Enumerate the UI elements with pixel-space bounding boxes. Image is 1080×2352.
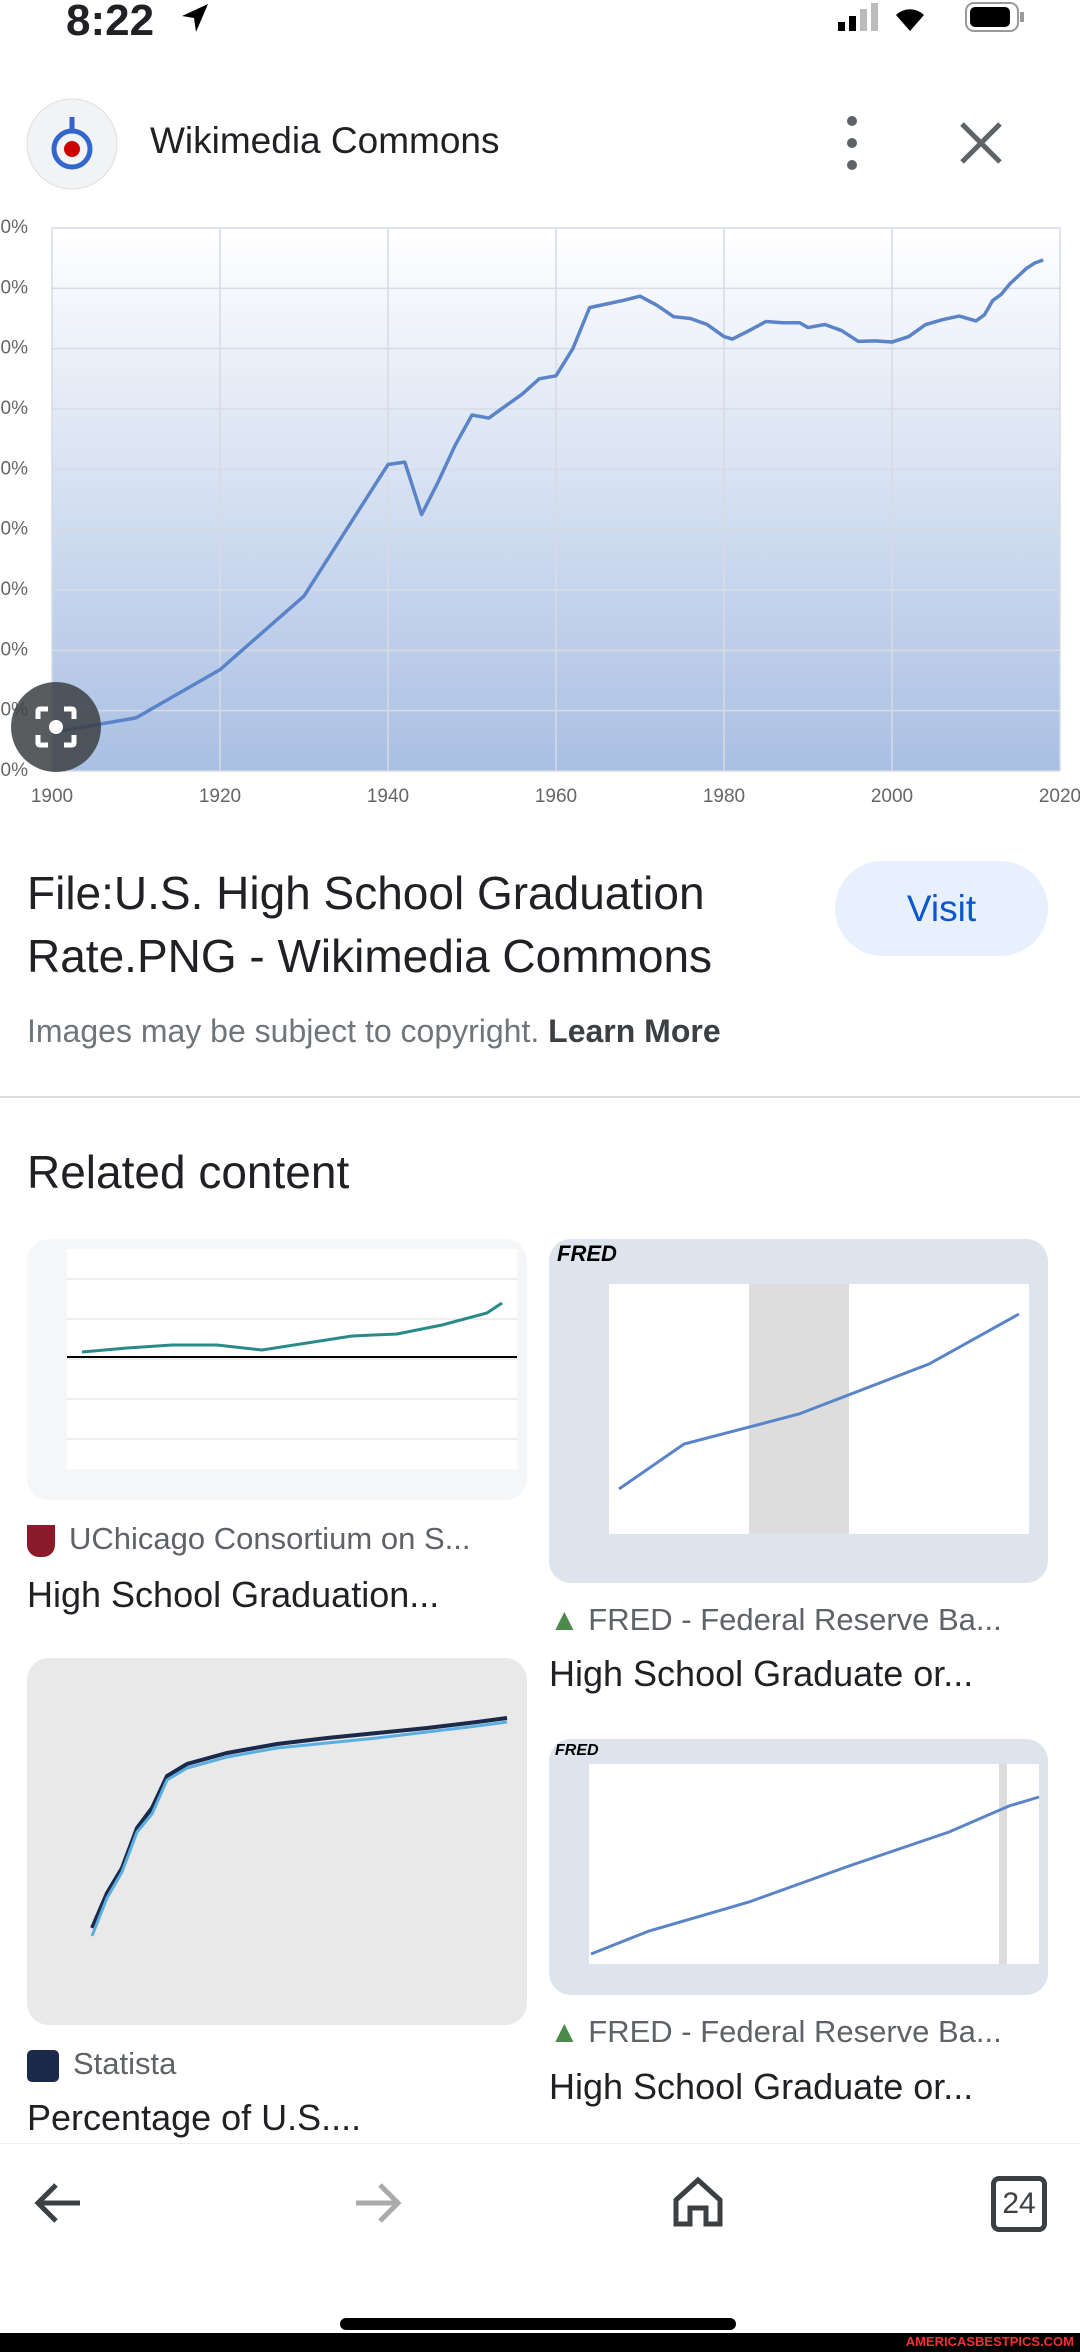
- svg-text:FRED: FRED: [555, 1742, 599, 1759]
- source-text: FRED - Federal Reserve Ba...: [588, 1602, 1002, 1637]
- source-name: Wikimedia Commons: [150, 120, 500, 161]
- y-tick-label: 80%: [0, 277, 28, 298]
- location-icon: [182, 4, 208, 32]
- card-title[interactable]: High School Graduate or...: [549, 2066, 974, 2107]
- result-title: File:U.S. High School Graduation Rate.PN…: [27, 867, 713, 982]
- learn-more-link[interactable]: Learn More: [548, 1013, 721, 1049]
- card-source: ▲ FRED - Federal Reserve Ba...: [549, 1602, 1002, 1637]
- y-tick-label: 90%: [0, 217, 28, 238]
- status-icons: [838, 2, 1024, 32]
- x-tick-label: 2000: [871, 786, 913, 807]
- y-tick-label: 40%: [0, 519, 28, 540]
- x-tick-label: 1960: [535, 786, 577, 807]
- close-button[interactable]: [958, 120, 1004, 166]
- chart: 0%10%20%30%40%50%60%70%80%90%19001920194…: [0, 213, 1080, 810]
- nav-bar: [0, 2143, 1080, 2334]
- source-text: FRED - Federal Reserve Ba...: [588, 2014, 1002, 2049]
- copyright-notice: Images may be subject to copyright. Lear…: [27, 1013, 721, 1050]
- card-source: Statista: [27, 2046, 176, 2082]
- watermark: AMERICASBESTPICS.COM: [905, 2334, 1074, 2349]
- back-button[interactable]: [30, 2180, 90, 2226]
- thumbnail[interactable]: [27, 1239, 527, 1500]
- card-title[interactable]: High School Graduation...: [27, 1574, 440, 1615]
- home-button[interactable]: [672, 2176, 724, 2228]
- data-line: [51, 258, 1044, 735]
- notice-text: Images may be subject to copyright.: [27, 1013, 540, 1049]
- x-tick-label: 1980: [703, 786, 745, 807]
- source-text: UChicago Consortium on S...: [69, 1521, 471, 1556]
- bottom-strip: [0, 2333, 1080, 2352]
- y-tick-label: 30%: [0, 579, 28, 600]
- menu-button[interactable]: [832, 113, 872, 173]
- card-source: UChicago Consortium on S...: [27, 1521, 470, 1557]
- card-title[interactable]: Percentage of U.S....: [27, 2097, 362, 2138]
- thumbnail[interactable]: FRED: [549, 1739, 1048, 1995]
- y-tick-label: 20%: [0, 639, 28, 660]
- x-tick-label: 1920: [199, 786, 241, 807]
- divider: [0, 1096, 1080, 1098]
- card-source: ▲ FRED - Federal Reserve Ba...: [549, 2014, 1002, 2049]
- card-title[interactable]: High School Graduate or...: [549, 1653, 974, 1694]
- visit-button[interactable]: Visit: [835, 861, 1048, 956]
- x-tick-label: 1940: [367, 786, 409, 807]
- y-tick-label: 0%: [1, 760, 29, 781]
- y-tick-label: 70%: [0, 338, 28, 359]
- svg-text:FRED: FRED: [557, 1241, 617, 1266]
- status-time: 8:22: [66, 0, 155, 45]
- home-indicator: [340, 2318, 736, 2330]
- tabs-button[interactable]: 24: [991, 2176, 1047, 2232]
- y-tick-label: 60%: [0, 398, 28, 419]
- source-text: Statista: [73, 2046, 177, 2081]
- lens-button[interactable]: [10, 681, 102, 773]
- x-tick-label: 1900: [31, 786, 73, 807]
- thumbnail[interactable]: [27, 1658, 527, 2025]
- y-tick-label: 50%: [0, 458, 28, 479]
- related-heading: Related content: [27, 1146, 350, 1198]
- source-favicon: [26, 98, 118, 190]
- thumbnail[interactable]: FRED: [549, 1239, 1048, 1583]
- x-tick-label: 2020: [1039, 786, 1080, 807]
- forward-button[interactable]: [348, 2180, 408, 2226]
